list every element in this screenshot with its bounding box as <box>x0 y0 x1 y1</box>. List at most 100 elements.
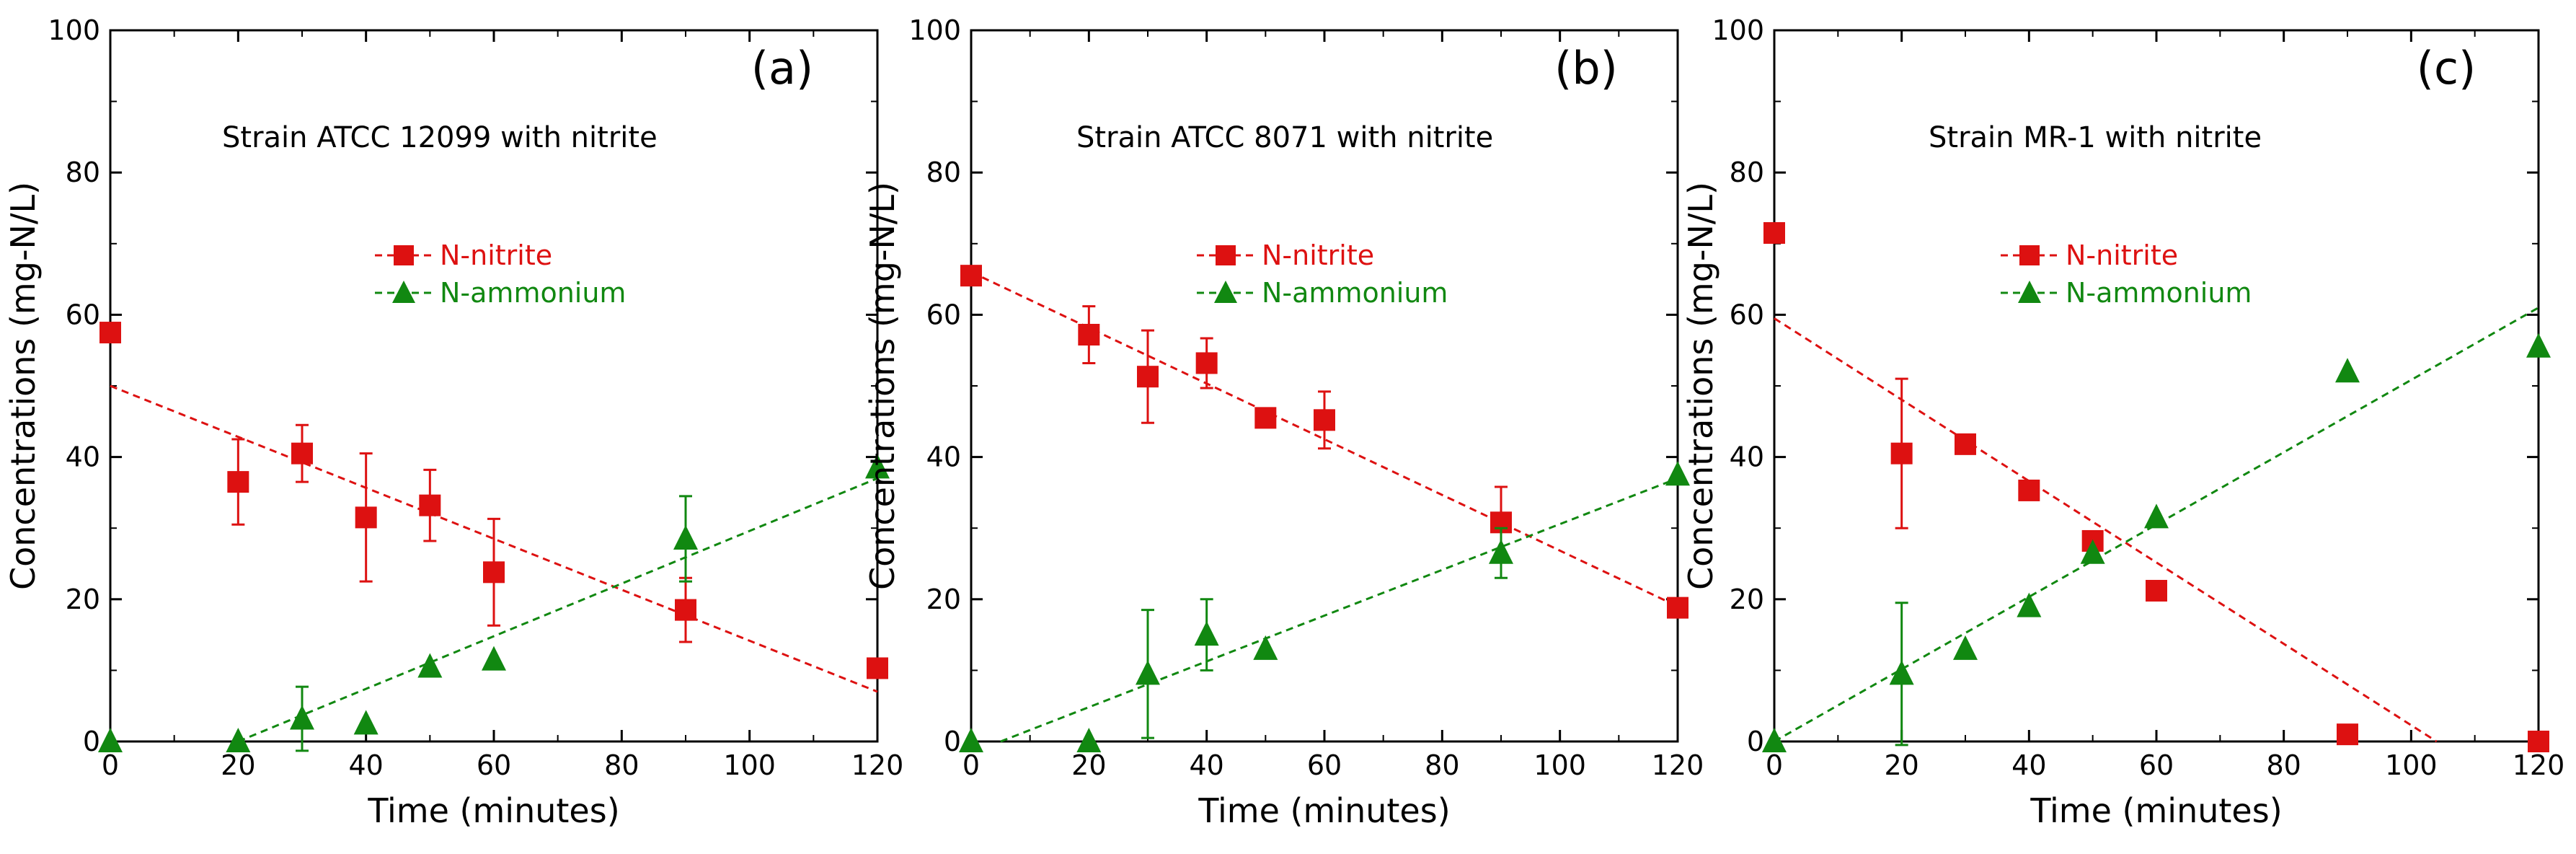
data-point-triangle <box>2080 539 2105 564</box>
y-axis-title: Concentrations (mg-N/L) <box>4 182 43 590</box>
data-point-square <box>675 599 696 621</box>
x-tick-label: 100 <box>2385 749 2438 781</box>
data-point-triangle <box>226 728 251 752</box>
data-point-square <box>1314 409 1335 431</box>
data-point-triangle <box>865 454 890 479</box>
x-tick-label: 0 <box>1766 749 1783 781</box>
data-point-square <box>2528 731 2549 752</box>
y-tick-label: 80 <box>1730 157 1764 188</box>
x-tick-label: 80 <box>604 749 639 781</box>
y-axis-title: Concentrations (mg-N/L) <box>863 182 902 590</box>
legend-marker <box>1216 245 1236 265</box>
data-point-square <box>483 561 505 584</box>
data-point-triangle <box>1194 621 1219 646</box>
x-axis-title: Time (minutes) <box>1198 791 1450 830</box>
legend-marker <box>394 245 414 265</box>
data-point-square <box>419 494 441 516</box>
data-point-triangle <box>2526 333 2551 358</box>
panel-b: 0 20 40 60 80 100 120 0 20 40 60 80 100 Time (minutes… <box>863 14 1704 830</box>
y-tick-label: 80 <box>926 157 961 188</box>
series-N-ammonium: N-ammonium <box>1762 277 2551 752</box>
panel-label: (b) <box>1554 42 1618 94</box>
data-point-square <box>99 322 121 344</box>
x-tick-label: 120 <box>1652 749 1704 781</box>
x-tick-label: 40 <box>2011 749 2046 781</box>
data-point-square <box>1890 442 1913 465</box>
data-point-triangle <box>1253 635 1278 660</box>
data-point-square <box>2337 723 2358 746</box>
data-point-triangle <box>353 710 379 735</box>
y-tick-label: 20 <box>1730 584 1764 615</box>
data-point-triangle <box>2144 503 2169 529</box>
legend-label: N-nitrite <box>2066 239 2178 271</box>
y-tick-label: 60 <box>1730 299 1764 330</box>
y-tick-label: 0 <box>1747 726 1764 757</box>
x-tick-label: 0 <box>102 749 119 781</box>
y-tick-label: 20 <box>66 584 100 615</box>
data-point-triangle <box>1665 461 1690 486</box>
data-point-square <box>1254 407 1277 429</box>
data-point-triangle <box>98 728 123 752</box>
y-tick-label: 100 <box>1712 14 1764 46</box>
x-tick-label: 60 <box>2139 749 2174 781</box>
x-tick-label: 100 <box>723 749 776 781</box>
x-tick-label: 20 <box>1884 749 1918 781</box>
x-tick-label: 80 <box>2266 749 2301 781</box>
y-tick-label: 0 <box>944 726 961 757</box>
data-point-triangle <box>290 705 314 730</box>
data-point-triangle <box>2017 592 2042 617</box>
trend-line <box>1774 317 2438 743</box>
panel-label: (c) <box>2417 42 2476 94</box>
data-point-square <box>960 265 982 287</box>
series-N-nitrite: N-nitrite <box>960 239 1688 619</box>
y-axis-title: Concentrations (mg-N/L) <box>1681 182 1720 590</box>
data-point-square <box>1195 352 1218 374</box>
trend-line <box>1000 477 1678 743</box>
data-point-square <box>867 657 888 679</box>
y-tick-label: 40 <box>66 441 100 473</box>
x-axis-title: Time (minutes) <box>367 791 619 830</box>
data-point-triangle <box>417 653 443 678</box>
data-point-square <box>1763 222 1785 245</box>
data-point-triangle <box>1889 660 1914 685</box>
data-point-square <box>1137 366 1159 388</box>
data-point-triangle <box>2335 358 2360 383</box>
panel-label: (a) <box>751 42 813 94</box>
panel-c: 0 20 40 60 80 100 120 0 20 40 60 80 100 Time (minutes… <box>1681 14 2564 830</box>
trend-line <box>970 270 1678 608</box>
y-tick-label: 80 <box>66 157 100 188</box>
series-N-ammonium: N-ammonium <box>959 277 1690 752</box>
data-point-square <box>2018 479 2040 501</box>
trend-line <box>110 384 878 693</box>
panel-subtitle: Strain ATCC 12099 with nitrite <box>222 121 658 154</box>
y-tick-label: 100 <box>908 14 961 46</box>
x-tick-label: 80 <box>1425 749 1459 781</box>
legend-label: N-ammonium <box>2066 277 2252 309</box>
data-point-triangle <box>1762 728 1787 752</box>
legend-label: N-nitrite <box>1262 239 1374 271</box>
data-point-triangle <box>1136 660 1160 685</box>
data-point-triangle <box>1076 728 1102 752</box>
panel-subtitle: Strain MR-1 with nitrite <box>1929 121 2262 154</box>
data-point-triangle <box>1953 635 1978 660</box>
x-tick-label: 40 <box>348 749 383 781</box>
x-tick-label: 60 <box>1307 749 1342 781</box>
x-tick-label: 120 <box>2513 749 2565 781</box>
y-tick-label: 60 <box>926 299 961 330</box>
data-point-square <box>1955 433 1976 455</box>
x-tick-label: 20 <box>1071 749 1106 781</box>
y-tick-label: 60 <box>66 299 100 330</box>
legend-label: N-ammonium <box>440 277 626 309</box>
series-N-nitrite: N-nitrite <box>99 239 888 693</box>
y-tick-label: 20 <box>926 584 961 615</box>
y-tick-label: 40 <box>926 441 961 473</box>
x-tick-label: 60 <box>477 749 511 781</box>
y-tick-label: 0 <box>83 726 100 757</box>
panel-subtitle: Strain ATCC 8071 with nitrite <box>1076 121 1493 154</box>
series-N-ammonium: N-ammonium <box>98 277 890 752</box>
data-point-triangle <box>1489 539 1513 564</box>
data-point-square <box>355 506 377 529</box>
x-tick-label: 100 <box>1533 749 1586 781</box>
data-point-triangle <box>482 646 506 671</box>
